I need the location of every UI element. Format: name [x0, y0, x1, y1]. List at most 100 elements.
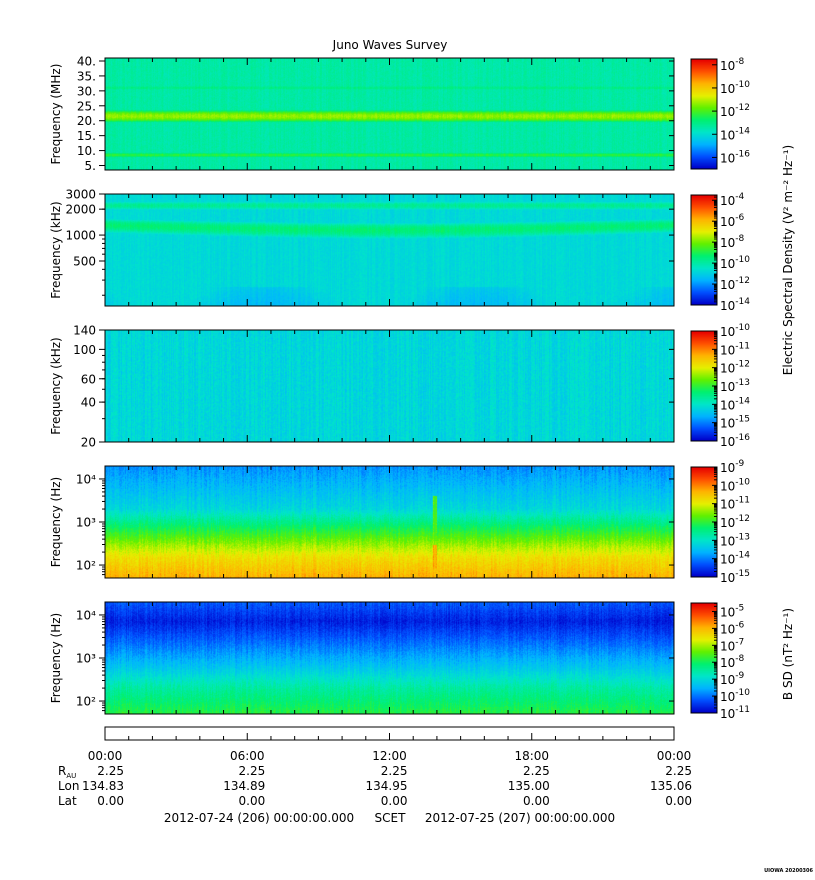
colorbar-tick-label: 10-12 — [720, 276, 750, 292]
colorbar-tick-label: 10-13 — [720, 378, 750, 394]
colorbar-tick-label: 10-7 — [720, 637, 744, 653]
colorbar-tick-label: 10-13 — [720, 532, 750, 548]
colorbar-tick-label: 10-12 — [720, 514, 750, 530]
y-tick-label: 5. — [85, 159, 96, 173]
colorbar-tick-label: 10-10 — [720, 255, 750, 271]
ephemeris-value: 0.00 — [381, 794, 408, 808]
time-label: 06:00 — [230, 749, 265, 763]
y-tick-label: 500 — [73, 254, 96, 268]
scet-end-label: 2012-07-25 (207) 00:00:00.000 — [425, 811, 615, 825]
panel-1: 5.10.15.20.25.30.35.40. Frequency (MHz) 10… — [49, 54, 750, 173]
ephemeris-row-name: Lon — [58, 779, 79, 793]
ephemeris-value: 2.25 — [239, 764, 266, 778]
colorbar-tick-label: 10-5 — [720, 603, 744, 619]
colorbar-tick-label: 10-14 — [720, 297, 750, 313]
time-label: 18:00 — [514, 749, 549, 763]
y-axis-label: Frequency (Hz) — [49, 613, 63, 704]
colorbar: 10-14 10-12 10-10 10-8 10-6 10-4 — [690, 192, 750, 313]
y-tick-label: 20. — [77, 114, 96, 128]
footer-stamp: UIOWA 20200306 — [764, 868, 813, 874]
time-axis-bar — [104, 726, 675, 741]
colorbar-tick-label: 10-11 — [720, 341, 750, 357]
y-tick-label: 10⁴ — [76, 608, 96, 622]
colorbar-tick-label: 10-10 — [720, 323, 750, 339]
colorbar-tick-label: 10-16 — [720, 433, 750, 449]
y-tick-label: 15. — [77, 129, 96, 143]
colorbar-label: B SD (nT² Hz⁻¹) — [781, 608, 795, 700]
colorbar-gradient — [691, 195, 717, 305]
colorbar-tick-label: 10-8 — [720, 234, 745, 250]
y-tick-label: 1000 — [65, 229, 96, 243]
ephemeris-value: 0.00 — [665, 794, 692, 808]
colorbar-tick-label: 10-15 — [720, 415, 750, 431]
y-tick-label: 140 — [73, 324, 96, 338]
scet-start-label: 2012-07-24 (206) 00:00:00.000 — [164, 811, 354, 825]
y-tick-label: 20 — [81, 436, 96, 450]
ephemeris-row-name: RAU — [58, 764, 76, 780]
y-axis-label: Frequency (kHz) — [49, 201, 63, 298]
y-tick-label: 40 — [81, 396, 96, 410]
ephemeris-value: 0.00 — [239, 794, 266, 808]
colorbar-gradient — [691, 59, 717, 169]
y-tick-label: 3000 — [65, 188, 96, 202]
colorbar-tick-label: 10-10 — [720, 688, 750, 704]
y-tick-label: 100 — [73, 343, 96, 357]
colorbar-tick-label: 10-8 — [720, 654, 745, 670]
y-tick-label: 30. — [77, 84, 96, 98]
colorbar-tick-label: 10-16 — [720, 149, 750, 165]
colorbar-tick-label: 10-9 — [720, 671, 745, 687]
ephemeris-value: 134.89 — [223, 779, 265, 793]
y-axis-label: Frequency (kHz) — [49, 337, 63, 434]
colorbar-tick-label: 10-4 — [720, 192, 745, 208]
colorbar: 10-16 10-14 10-12 10-10 10-8 — [690, 57, 750, 170]
ephemeris-value: 0.00 — [97, 794, 124, 808]
y-axis-label: Frequency (MHz) — [49, 64, 63, 165]
colorbar-frame — [690, 194, 718, 306]
colorbar-tick-label: 10-11 — [720, 496, 750, 512]
colorbar-tick-label: 10-6 — [720, 620, 745, 636]
colorbar-tick-label: 10-10 — [720, 477, 750, 493]
ephemeris-table: 00:00 06:00 12:00 18:00 00:00 RAU 2.25 2.25 2.25… — [58, 749, 692, 808]
y-tick-label: 2000 — [65, 203, 96, 217]
ephemeris-value: 134.83 — [82, 779, 124, 793]
figure-title: Juno Waves Survey — [332, 38, 448, 52]
colorbar-tick-label: 10-15 — [720, 569, 750, 585]
y-tick-label: 40. — [77, 54, 96, 68]
y-tick-label: 10³ — [76, 652, 96, 666]
ephemeris-value: 2.25 — [523, 764, 550, 778]
colorbar-tick-label: 10-12 — [720, 360, 750, 376]
colorbar: 10-16 10-15 10-14 10-13 10-12 10-11 10-10 — [690, 323, 750, 449]
y-tick-label: 35. — [77, 69, 96, 83]
colorbar-tick-label: 10-14 — [720, 551, 750, 567]
colorbar-label: Electric Spectral Density (V² m⁻² Hz⁻¹) — [781, 145, 795, 375]
spectrogram-panels: 5.10.15.20.25.30.35.40. Frequency (MHz) 10… — [49, 54, 795, 721]
time-label: 12:00 — [372, 749, 407, 763]
ephemeris-value: 0.00 — [523, 794, 550, 808]
colorbar: 10-15 10-14 10-13 10-12 10-11 10-10 10-9 — [690, 459, 750, 585]
y-tick-label: 10. — [77, 144, 96, 158]
ephemeris-value: 2.25 — [665, 764, 692, 778]
colorbar-frame — [690, 602, 718, 714]
colorbar-tick-label: 10-11 — [720, 705, 750, 721]
ephemeris-value: 2.25 — [381, 764, 408, 778]
y-tick-label: 10² — [76, 695, 96, 709]
colorbar-tick-label: 10-6 — [720, 213, 745, 229]
ephemeris-value: 2.25 — [97, 764, 124, 778]
colorbar-tick-label: 10-9 — [720, 459, 745, 475]
ephemeris-row-name: Lat — [58, 794, 77, 808]
time-label: 00:00 — [657, 749, 692, 763]
colorbar-tick-label: 10-14 — [720, 396, 750, 412]
time-label: 00:00 — [88, 749, 123, 763]
y-tick-label: 10³ — [76, 516, 96, 530]
y-tick-label: 60 — [81, 372, 96, 386]
spectrogram-image — [105, 466, 674, 578]
spectrogram-image — [105, 330, 674, 442]
ephemeris-value: 135.06 — [650, 779, 692, 793]
colorbar-gradient — [691, 603, 717, 713]
